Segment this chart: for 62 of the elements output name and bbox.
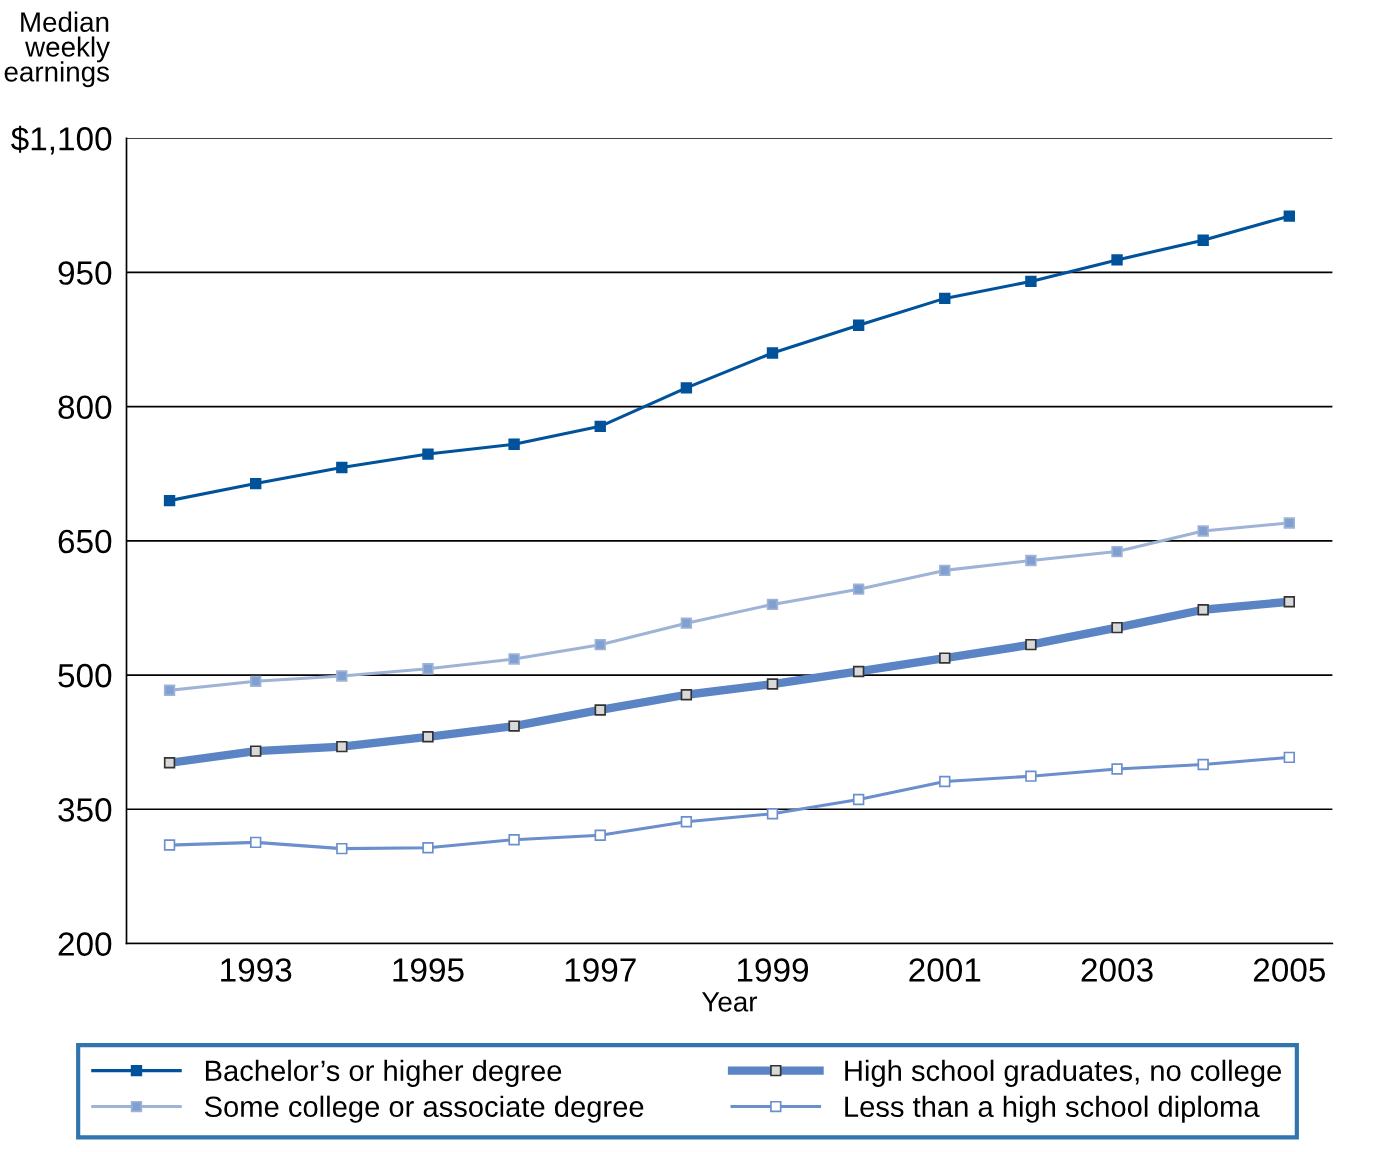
point	[336, 670, 348, 682]
x-tick-label: 2003	[1081, 958, 1153, 982]
y-tick-label: $1,100	[11, 125, 112, 155]
y-tick-label: 200	[58, 932, 112, 956]
point	[766, 598, 779, 611]
x-axis-title: Year	[701, 992, 758, 1012]
point	[1197, 758, 1209, 771]
point	[250, 836, 262, 849]
legend-label: High school graduates, no college	[845, 1059, 1281, 1087]
point	[939, 292, 951, 305]
point	[1283, 517, 1296, 529]
y-tick-label: 950	[58, 261, 112, 285]
x-tick-label: 2005	[1253, 958, 1325, 982]
point	[766, 808, 779, 820]
point	[939, 775, 951, 788]
point	[163, 684, 176, 696]
point	[680, 617, 693, 629]
legend-label: Less than a high school diploma	[845, 1095, 1260, 1123]
point	[1283, 751, 1296, 764]
point	[939, 564, 951, 577]
x-tick-label: 1997	[565, 958, 636, 982]
y-axis-title: Median weekly earnings	[4, 11, 110, 88]
x-tick-label: 1995	[393, 958, 464, 982]
point	[1111, 763, 1123, 775]
point	[1111, 545, 1123, 558]
point	[250, 477, 262, 490]
point	[336, 842, 348, 855]
y-tick-label: 350	[58, 798, 112, 822]
y-tick-label: 800	[58, 395, 112, 420]
point	[680, 816, 693, 828]
point	[422, 663, 434, 675]
point	[163, 839, 176, 851]
point	[1283, 210, 1296, 222]
y-tick-label: 650	[58, 529, 112, 554]
legend-label: Bachelor’s or higher degree	[205, 1059, 562, 1087]
point	[1197, 525, 1209, 537]
point	[508, 653, 520, 665]
point	[1025, 275, 1037, 288]
point	[336, 461, 348, 474]
point	[852, 583, 865, 595]
point	[1197, 234, 1209, 246]
point	[1111, 254, 1123, 266]
x-tick-label: 1999	[737, 958, 809, 982]
point	[680, 382, 693, 394]
point	[852, 319, 865, 331]
point	[1025, 554, 1037, 567]
legend-label: Some college or associate degree	[204, 1095, 644, 1123]
point	[250, 675, 262, 688]
point	[508, 834, 520, 846]
point	[594, 638, 606, 651]
x-tick-label: 2001	[909, 958, 981, 982]
point	[594, 829, 606, 841]
point	[852, 793, 865, 806]
point	[163, 494, 176, 507]
point	[766, 347, 779, 359]
point	[422, 448, 434, 460]
point	[422, 842, 434, 854]
y-tick-label: 500	[58, 663, 112, 688]
point	[1025, 770, 1037, 782]
x-tick-label: 1993	[221, 958, 292, 982]
point	[594, 420, 606, 433]
point	[508, 438, 520, 450]
